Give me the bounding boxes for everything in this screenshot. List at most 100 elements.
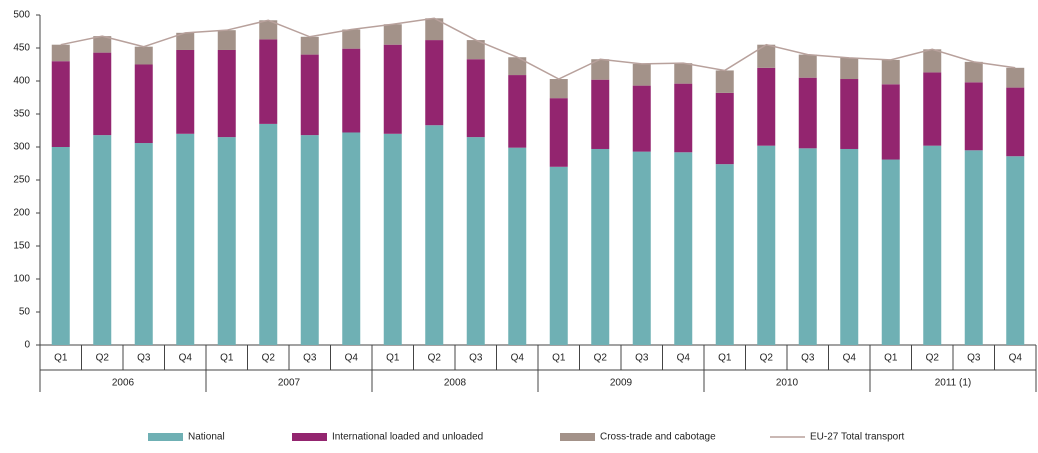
bar-segment (881, 59, 900, 85)
bar-segment (466, 137, 485, 345)
x-tick-label: Q4 (179, 353, 193, 364)
bar-segment (466, 59, 485, 138)
bar-segment (798, 148, 817, 345)
x-tick-label: Q4 (843, 353, 857, 364)
bar-segment (715, 92, 734, 165)
x-tick-label: Q1 (718, 353, 732, 364)
bar-segment (1006, 87, 1025, 157)
legend-label: EU-27 Total transport (810, 432, 905, 443)
bar-segment (93, 36, 112, 53)
x-tick-label: Q4 (677, 353, 691, 364)
bar-segment (632, 151, 651, 345)
x-tick-label: Q2 (760, 353, 774, 364)
y-tick-label: 400 (13, 76, 30, 87)
bar-segment (549, 98, 568, 167)
x-tick-label: Q1 (386, 353, 400, 364)
bar-segment (632, 63, 651, 86)
group-label: 2008 (444, 378, 467, 389)
bar-segment (259, 39, 278, 124)
bar-segment (259, 20, 278, 40)
legend-label: International loaded and unloaded (332, 432, 483, 443)
bar-segment (176, 49, 195, 134)
bar-segment (425, 40, 444, 126)
bar-segment (881, 84, 900, 160)
bar-segment (591, 148, 610, 345)
x-tick-label: Q3 (635, 353, 649, 364)
y-tick-label: 100 (13, 274, 30, 285)
group-label: 2006 (112, 378, 135, 389)
bar-segment (300, 36, 319, 55)
bar-segment (51, 44, 70, 62)
y-tick-label: 500 (13, 10, 30, 21)
bar-segment (176, 133, 195, 345)
x-tick-label: Q2 (96, 353, 110, 364)
x-tick-label: Q3 (303, 353, 317, 364)
bar-segment (300, 135, 319, 345)
bar-segment (840, 57, 859, 80)
bar-segment (964, 61, 983, 83)
bar-segment (508, 57, 527, 76)
bar-segment (383, 44, 402, 134)
bar-segment (923, 145, 942, 345)
bar-segment (840, 148, 859, 345)
bar-segment (383, 24, 402, 45)
legend-label: Cross-trade and cabotage (600, 432, 716, 443)
bar-segment (632, 85, 651, 152)
bar-segment (134, 46, 153, 65)
legend-swatch (148, 433, 183, 441)
x-tick-label: Q1 (884, 353, 898, 364)
legend-swatch (560, 433, 595, 441)
bar-segment (715, 70, 734, 93)
bar-segment (923, 49, 942, 73)
total-line (60, 17, 1016, 80)
x-tick-label: Q1 (552, 353, 566, 364)
bar-segment (757, 145, 776, 345)
x-tick-label: Q1 (54, 353, 68, 364)
bar-segment (259, 123, 278, 346)
bar-segment (93, 52, 112, 136)
group-label: 2009 (610, 378, 633, 389)
x-tick-label: Q2 (594, 353, 608, 364)
bar-segment (881, 159, 900, 345)
bar-segment (383, 133, 402, 345)
bar-segment (217, 137, 236, 345)
bar-segment (93, 135, 112, 345)
bar-segment (757, 67, 776, 146)
y-tick-label: 200 (13, 208, 30, 219)
x-tick-label: Q3 (967, 353, 981, 364)
bar-segment (1006, 156, 1025, 345)
bar-segment (798, 54, 817, 78)
x-tick-label: Q3 (469, 353, 483, 364)
group-label: 2011 (1) (935, 378, 972, 389)
x-tick-label: Q2 (428, 353, 442, 364)
bar-segment (508, 75, 527, 148)
bar-segment (591, 79, 610, 149)
x-tick-label: Q4 (345, 353, 359, 364)
y-tick-label: 150 (13, 241, 30, 252)
bar-segment (674, 152, 693, 345)
bar-segment (840, 79, 859, 149)
x-tick-label: Q3 (801, 353, 815, 364)
bar-segment (466, 40, 485, 60)
y-tick-label: 0 (24, 340, 30, 351)
bar-segment (715, 164, 734, 345)
bar-segment (798, 77, 817, 149)
y-tick-label: 300 (13, 142, 30, 153)
bar-segment (964, 150, 983, 345)
bar-segment (342, 132, 361, 345)
bar-segment (300, 54, 319, 136)
bar-segment (1006, 67, 1025, 88)
bar-segment (342, 48, 361, 133)
bar-segment (964, 82, 983, 151)
bar-segment (674, 83, 693, 153)
bar-segment (508, 147, 527, 345)
x-tick-label: Q4 (511, 353, 525, 364)
bar-segment (757, 44, 776, 68)
group-label: 2010 (776, 378, 799, 389)
bar-segment (217, 49, 236, 138)
bar-segment (923, 72, 942, 146)
bar-segment (51, 147, 70, 345)
bar-segment (549, 166, 568, 345)
bar-segment (134, 143, 153, 345)
